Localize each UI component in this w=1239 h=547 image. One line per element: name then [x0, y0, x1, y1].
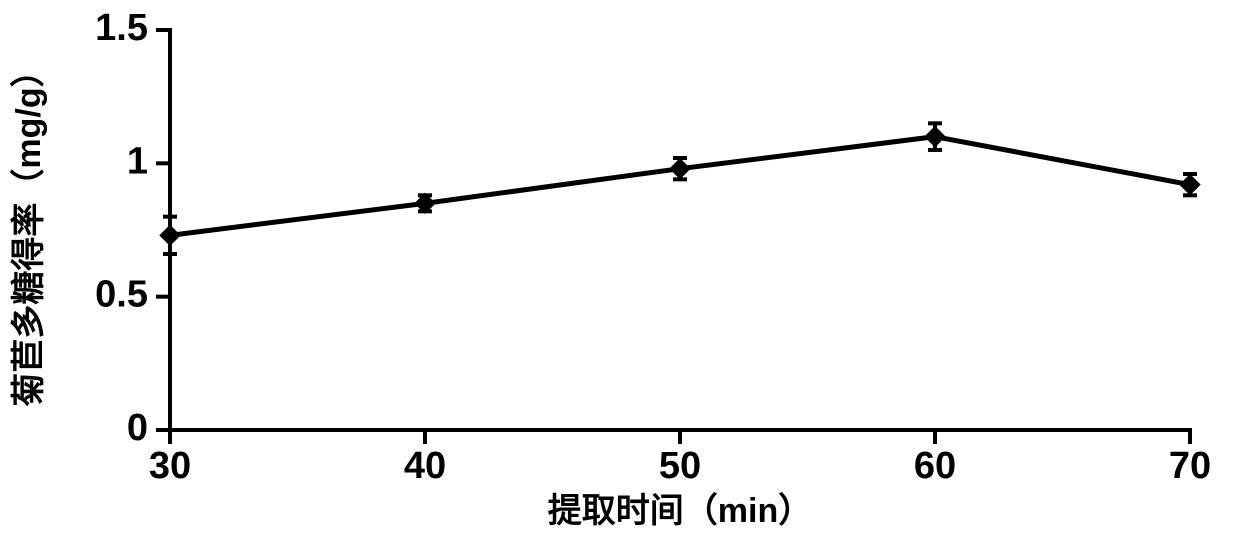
y-tick-label: 0.5: [95, 274, 148, 316]
x-tick-label: 60: [914, 445, 956, 487]
y-tick-label: 0: [127, 407, 148, 449]
x-tick-label: 30: [149, 445, 191, 487]
x-tick-label: 70: [1169, 445, 1211, 487]
line-chart: 0 0.5 1 1.5 30 40 50 60 70 提取时间（min） 菊苣多糖得率（mg/g）: [0, 0, 1239, 547]
x-tick-label: 50: [659, 445, 701, 487]
y-tick-label: 1: [127, 140, 148, 182]
x-axis-label: 提取时间（min）: [548, 491, 812, 530]
x-tick-label: 40: [404, 445, 446, 487]
y-tick-label: 1.5: [95, 7, 148, 49]
chart-container: 0 0.5 1 1.5 30 40 50 60 70 提取时间（min） 菊苣多糖得率（mg/g）: [0, 0, 1239, 547]
y-axis-label: 菊苣多糖得率（mg/g）: [9, 53, 48, 406]
